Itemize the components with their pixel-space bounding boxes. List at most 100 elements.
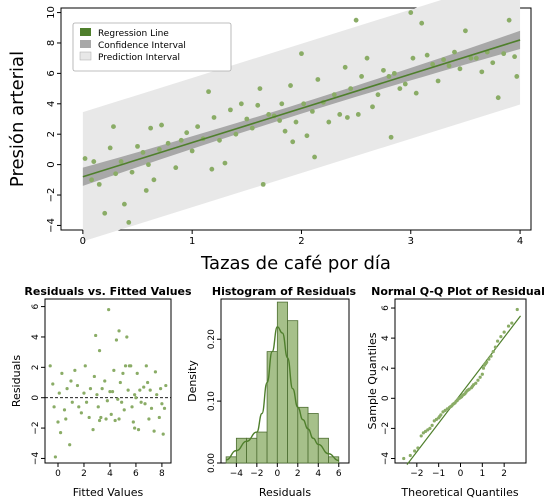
main-data-point — [293, 119, 299, 125]
main-data-point — [402, 81, 408, 87]
main-data-point — [375, 92, 381, 98]
main-legend: Regression Line Confidence Interval Pred… — [72, 22, 232, 72]
legend-swatch-prediction — [79, 51, 92, 61]
resid-data-point — [92, 374, 96, 379]
resid-data-point — [97, 349, 102, 353]
main-data-point — [353, 17, 359, 23]
hist-y-axis-label: Density — [186, 360, 199, 402]
resid-data-point — [56, 420, 60, 424]
hist-density-curve — [225, 326, 339, 462]
main-data-point — [463, 28, 468, 34]
qq-data-point — [515, 307, 519, 312]
main-data-point — [391, 70, 397, 76]
hist-xtick-label: 0 — [274, 469, 280, 479]
resid-data-point — [103, 379, 107, 383]
main-data-point — [233, 131, 239, 137]
resid-xtick-label: 2 — [81, 469, 87, 479]
resid-data-point — [91, 427, 95, 432]
hist-bar — [297, 406, 309, 464]
qq-ytick-label: 0 — [381, 395, 391, 401]
resid-data-point — [143, 402, 147, 406]
main-x-axis-label: Tazas de café por día — [200, 253, 391, 274]
resid-data-point — [97, 418, 102, 423]
resid-title: Residuals vs. Fitted Values — [24, 285, 192, 298]
qq-reference-line — [406, 315, 522, 465]
main-data-point — [89, 177, 95, 183]
qq-data-point — [496, 339, 500, 343]
resid-data-point — [120, 400, 124, 404]
qq-data-point — [474, 381, 478, 385]
resid-data-point — [68, 443, 72, 447]
resid-xtick-label: 0 — [55, 469, 61, 479]
main-data-point — [290, 139, 296, 145]
resid-y-axis-label: Residuals — [10, 355, 23, 407]
qq-data-point — [481, 366, 486, 370]
main-data-point — [388, 134, 394, 140]
qq-data-point — [502, 330, 506, 334]
qq-title: Normal Q-Q Plot of Residual — [371, 285, 544, 298]
legend-swatch-confidence — [80, 40, 91, 48]
main-data-point — [359, 74, 364, 79]
main-data-point — [468, 55, 474, 61]
main-data-point — [102, 210, 108, 216]
main-data-point — [315, 77, 321, 82]
hist-ytick-label: 0.20 — [207, 329, 217, 349]
hist-title: Histogram of Residuals — [212, 285, 357, 298]
main-data-point — [479, 69, 485, 75]
resid-data-point — [146, 380, 150, 385]
qq-data-point — [489, 354, 493, 358]
resid-data-point — [87, 415, 91, 420]
main-data-point — [473, 55, 479, 61]
main-data-point — [408, 10, 414, 15]
resid-ytick-label: 2 — [31, 364, 41, 370]
resid-data-point — [75, 383, 80, 388]
main-data-point — [209, 166, 215, 172]
main-data-point — [118, 159, 124, 164]
hist-ytick-label: 0.10 — [207, 391, 217, 411]
main-data-point — [184, 130, 190, 136]
qq-plot-panel: Normal Q-Q Plot of Residual −2 −1 0 1 2 −4 −2 0… — [366, 285, 544, 499]
main-data-point — [512, 54, 518, 60]
main-data-point — [413, 90, 419, 96]
qq-data-points — [402, 307, 519, 461]
resid-data-point — [136, 427, 141, 432]
main-ytick-label: 0 — [46, 161, 57, 167]
main-data-point — [304, 133, 310, 139]
prediction-interval-band — [82, 0, 521, 242]
main-data-point — [82, 156, 88, 161]
resid-data-point — [159, 386, 163, 391]
resid-data-point — [130, 405, 134, 409]
main-data-point — [228, 107, 233, 113]
qq-ytick-label: 4 — [381, 335, 391, 341]
qq-data-point — [478, 375, 482, 379]
main-xtick-label: 3 — [408, 236, 414, 247]
main-data-point — [370, 104, 375, 110]
main-data-point — [195, 124, 201, 130]
main-data-point — [260, 181, 266, 187]
resid-data-point — [149, 406, 154, 410]
resid-data-point — [160, 402, 164, 406]
main-data-point — [111, 124, 116, 130]
hist-xtick-label: 4 — [315, 469, 321, 479]
hist-bar — [276, 301, 288, 464]
resid-data-point — [135, 371, 139, 376]
main-xtick-label: 4 — [517, 236, 523, 247]
resid-data-point — [69, 379, 73, 383]
resid-data-point — [155, 393, 159, 397]
legend-label-prediction: Prediction Interval — [98, 53, 180, 63]
main-y-axis-label: Presión arterial — [7, 51, 28, 187]
resid-ytick-label: −4 — [31, 452, 41, 466]
main-data-point — [355, 112, 361, 117]
resid-data-point — [82, 391, 86, 395]
resid-data-point — [117, 417, 121, 421]
qq-xtick-label: −2 — [410, 469, 423, 479]
main-ytick-label: 8 — [46, 40, 57, 46]
main-data-point — [217, 137, 222, 143]
main-data-point — [342, 64, 348, 70]
resid-data-point — [52, 405, 56, 409]
qq-ytick-label: 6 — [381, 305, 391, 311]
main-data-point — [348, 86, 354, 91]
resid-data-point — [142, 385, 146, 389]
prediction-band-area — [82, 0, 521, 242]
